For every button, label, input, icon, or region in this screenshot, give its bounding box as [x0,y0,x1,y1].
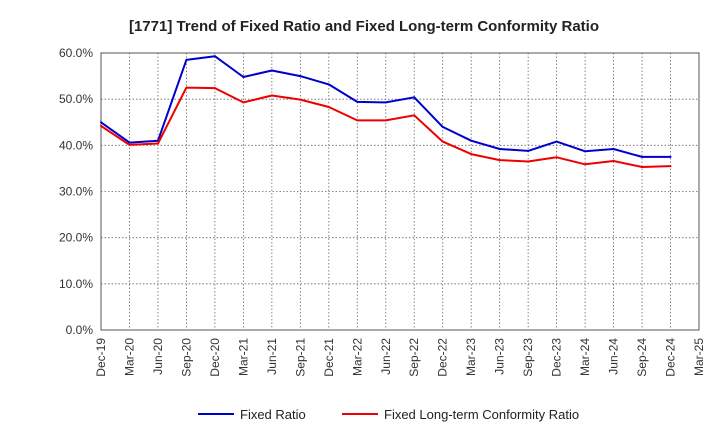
data-point [242,101,245,104]
data-point [128,141,131,144]
grid-lines [101,53,699,330]
data-point [527,160,530,163]
data-point [185,58,188,61]
y-tick-label: 60.0% [59,46,93,60]
data-point [242,76,245,79]
data-point [555,140,558,143]
y-tick-label: 0.0% [66,323,94,337]
data-point [555,156,558,159]
data-point [641,166,644,169]
data-point [384,119,387,122]
chart-title: [1771] Trend of Fixed Ratio and Fixed Lo… [129,18,599,35]
data-point [270,94,273,97]
x-axis: Dec-19 Mar-20 Jun-20 Sep-20 Dec-20 Mar-21 Jun-… [94,338,706,377]
data-point [128,143,131,146]
y-tick-label: 10.0% [59,277,93,291]
x-tick-label: Jun-23 [493,338,507,375]
series-lines [100,55,672,169]
x-tick-label: Dec-22 [436,338,450,377]
legend-label-2: Fixed Long-term Conformity Ratio [384,407,579,422]
data-point [299,75,302,78]
data-point [441,140,444,143]
data-point [413,96,416,99]
x-tick-label: Mar-20 [122,338,136,376]
data-point [384,101,387,104]
data-point [669,155,672,158]
x-tick-label: Jun-22 [379,338,393,375]
y-tick-label: 40.0% [59,138,93,152]
legend-label-1: Fixed Ratio [240,407,306,422]
data-point [327,83,330,86]
data-point [470,139,473,142]
x-tick-label: Mar-25 [692,338,706,376]
data-point [156,142,159,145]
y-axis: 0.0% 10.0% 20.0% 30.0% 40.0% 50.0% 60.0% [59,46,93,337]
data-point [641,155,644,158]
data-point [299,98,302,101]
data-point [612,160,615,163]
y-tick-label: 30.0% [59,185,93,199]
data-point [100,124,102,127]
data-point [584,150,587,153]
data-point [185,86,188,89]
x-tick-label: Dec-21 [322,338,336,377]
data-point [470,153,473,156]
data-point [498,148,501,151]
data-point [413,114,416,117]
data-point [669,165,672,168]
data-point [498,159,501,162]
x-tick-label: Jun-20 [151,338,165,375]
x-tick-label: Mar-22 [350,338,364,376]
x-tick-label: Jun-21 [265,338,279,375]
x-tick-label: Jun-24 [607,338,621,375]
x-tick-label: Sep-24 [635,338,649,377]
x-tick-label: Sep-22 [407,338,421,377]
data-point [441,125,444,128]
data-point [356,100,359,103]
x-tick-label: Mar-23 [464,338,478,376]
y-tick-label: 50.0% [59,92,93,106]
x-tick-label: Dec-23 [550,338,564,377]
x-tick-label: Sep-20 [179,338,193,377]
data-point [356,119,359,122]
x-tick-label: Dec-20 [208,338,222,377]
data-point [213,55,216,58]
x-tick-label: Sep-21 [293,338,307,377]
x-tick-label: Dec-19 [94,338,108,377]
x-tick-label: Mar-21 [236,338,250,376]
data-point [527,149,530,152]
data-point [612,148,615,151]
data-point [584,163,587,166]
y-tick-label: 20.0% [59,231,93,245]
data-point [100,121,102,124]
x-tick-label: Dec-24 [664,338,678,377]
x-tick-label: Sep-23 [521,338,535,377]
data-point [270,69,273,72]
data-point [327,106,330,109]
legend: Fixed Ratio Fixed Long-term Conformity Ra… [198,407,579,422]
data-point [213,87,216,90]
x-tick-label: Mar-24 [578,338,592,376]
